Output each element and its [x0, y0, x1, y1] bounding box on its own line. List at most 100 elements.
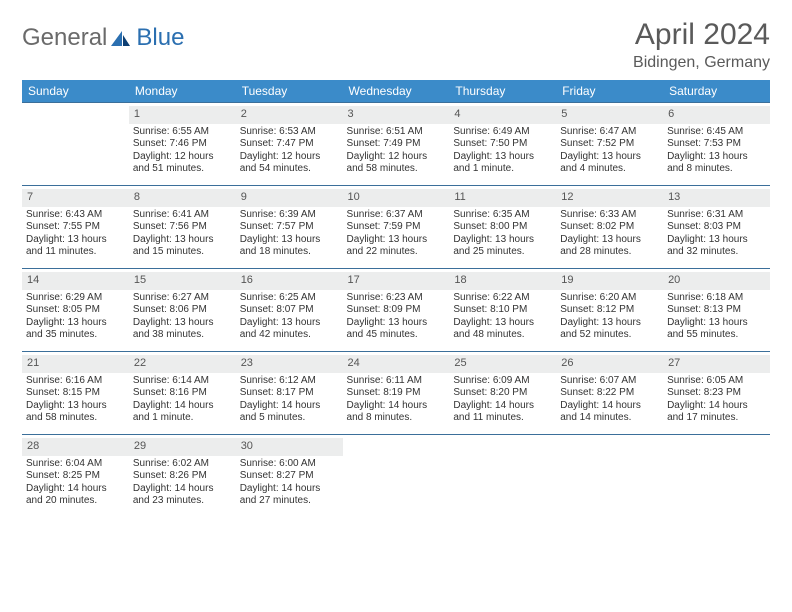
day-info-line: Sunrise: 6:09 AM [453, 375, 552, 388]
day-info-line: Sunset: 8:20 PM [453, 387, 552, 400]
title-block: April 2024 Bidingen, Germany [633, 18, 770, 72]
day-info-line: Daylight: 14 hours [667, 400, 766, 413]
day-info-line: and 17 minutes. [667, 412, 766, 425]
day-info-line: Daylight: 13 hours [560, 151, 659, 164]
day-cell: 25Sunrise: 6:09 AMSunset: 8:20 PMDayligh… [449, 352, 556, 435]
day-number: 13 [663, 189, 770, 207]
logo-word-2: Blue [136, 24, 184, 52]
day-info-line: Daylight: 13 hours [347, 234, 446, 247]
day-cell: 16Sunrise: 6:25 AMSunset: 8:07 PMDayligh… [236, 269, 343, 352]
day-number: 10 [343, 189, 450, 207]
day-info-line: Daylight: 13 hours [453, 317, 552, 330]
day-info-line: Sunset: 8:02 PM [560, 221, 659, 234]
day-cell: 21Sunrise: 6:16 AMSunset: 8:15 PMDayligh… [22, 352, 129, 435]
logo-word-1: General [22, 24, 107, 52]
day-info-line: Sunrise: 6:12 AM [240, 375, 339, 388]
day-cell: 30Sunrise: 6:00 AMSunset: 8:27 PMDayligh… [236, 435, 343, 518]
day-info-line: Sunrise: 6:18 AM [667, 292, 766, 305]
day-cell: 7Sunrise: 6:43 AMSunset: 7:55 PMDaylight… [22, 186, 129, 269]
day-cell: 23Sunrise: 6:12 AMSunset: 8:17 PMDayligh… [236, 352, 343, 435]
day-cell: 11Sunrise: 6:35 AMSunset: 8:00 PMDayligh… [449, 186, 556, 269]
day-info-line: and 58 minutes. [347, 163, 446, 176]
day-info-line: and 4 minutes. [560, 163, 659, 176]
day-cell: 8Sunrise: 6:41 AMSunset: 7:56 PMDaylight… [129, 186, 236, 269]
day-info-line: Daylight: 14 hours [133, 400, 232, 413]
day-info-line: Sunset: 8:19 PM [347, 387, 446, 400]
page-subtitle: Bidingen, Germany [633, 54, 770, 72]
day-info-line: Sunrise: 6:53 AM [240, 126, 339, 139]
day-info-line: Sunrise: 6:29 AM [26, 292, 125, 305]
day-cell: 13Sunrise: 6:31 AMSunset: 8:03 PMDayligh… [663, 186, 770, 269]
col-sat: Saturday [663, 80, 770, 103]
day-info-line: and 54 minutes. [240, 163, 339, 176]
day-cell: 10Sunrise: 6:37 AMSunset: 7:59 PMDayligh… [343, 186, 450, 269]
day-info-line: Sunrise: 6:35 AM [453, 209, 552, 222]
day-info-line: and 8 minutes. [347, 412, 446, 425]
day-info-line: Daylight: 13 hours [347, 317, 446, 330]
day-number: 26 [556, 355, 663, 373]
day-info-line: Daylight: 14 hours [560, 400, 659, 413]
day-cell: 2Sunrise: 6:53 AMSunset: 7:47 PMDaylight… [236, 103, 343, 186]
day-number: 18 [449, 272, 556, 290]
day-info-line: Sunset: 8:05 PM [26, 304, 125, 317]
day-info-line: and 25 minutes. [453, 246, 552, 259]
day-info-line: and 1 minute. [453, 163, 552, 176]
day-info-line: Sunrise: 6:33 AM [560, 209, 659, 222]
day-info-line: Sunrise: 6:20 AM [560, 292, 659, 305]
day-info-line: Sunrise: 6:43 AM [26, 209, 125, 222]
day-info-line: and 11 minutes. [26, 246, 125, 259]
day-info-line: Daylight: 14 hours [453, 400, 552, 413]
day-info-line: and 14 minutes. [560, 412, 659, 425]
day-info-line: and 22 minutes. [347, 246, 446, 259]
day-cell: 29Sunrise: 6:02 AMSunset: 8:26 PMDayligh… [129, 435, 236, 518]
day-info-line: Sunrise: 6:47 AM [560, 126, 659, 139]
day-info-line: and 32 minutes. [667, 246, 766, 259]
day-cell: 26Sunrise: 6:07 AMSunset: 8:22 PMDayligh… [556, 352, 663, 435]
day-cell: 3Sunrise: 6:51 AMSunset: 7:49 PMDaylight… [343, 103, 450, 186]
day-info-line: and 20 minutes. [26, 495, 125, 508]
day-info-line: Sunrise: 6:25 AM [240, 292, 339, 305]
day-info-line: and 48 minutes. [453, 329, 552, 342]
day-info-line: Sunset: 8:03 PM [667, 221, 766, 234]
day-info-line: Sunset: 8:15 PM [26, 387, 125, 400]
day-info-line: Sunset: 8:13 PM [667, 304, 766, 317]
day-info-line: Daylight: 13 hours [240, 234, 339, 247]
day-cell: 14Sunrise: 6:29 AMSunset: 8:05 PMDayligh… [22, 269, 129, 352]
day-number: 14 [22, 272, 129, 290]
day-info-line: Sunset: 8:26 PM [133, 470, 232, 483]
day-info-line: Sunset: 8:27 PM [240, 470, 339, 483]
day-info-line: Sunrise: 6:14 AM [133, 375, 232, 388]
day-info-line: Daylight: 13 hours [240, 317, 339, 330]
day-info-line: Daylight: 14 hours [133, 483, 232, 496]
day-cell: 17Sunrise: 6:23 AMSunset: 8:09 PMDayligh… [343, 269, 450, 352]
day-info-line: Sunset: 7:53 PM [667, 138, 766, 151]
day-info-line: Sunrise: 6:07 AM [560, 375, 659, 388]
day-info-line: Sunrise: 6:31 AM [667, 209, 766, 222]
day-info-line: Daylight: 13 hours [453, 234, 552, 247]
day-cell [22, 103, 129, 186]
col-tue: Tuesday [236, 80, 343, 103]
day-info-line: Sunrise: 6:45 AM [667, 126, 766, 139]
day-cell: 12Sunrise: 6:33 AMSunset: 8:02 PMDayligh… [556, 186, 663, 269]
day-info-line: Sunset: 7:49 PM [347, 138, 446, 151]
day-number: 21 [22, 355, 129, 373]
day-info-line: Daylight: 12 hours [240, 151, 339, 164]
day-info-line: and 45 minutes. [347, 329, 446, 342]
day-info-line: Sunset: 8:12 PM [560, 304, 659, 317]
day-info-line: Sunset: 7:50 PM [453, 138, 552, 151]
day-info-line: Daylight: 13 hours [667, 151, 766, 164]
day-info-line: Sunrise: 6:55 AM [133, 126, 232, 139]
day-info-line: Sunrise: 6:41 AM [133, 209, 232, 222]
day-cell: 1Sunrise: 6:55 AMSunset: 7:46 PMDaylight… [129, 103, 236, 186]
day-info-line: Sunrise: 6:27 AM [133, 292, 232, 305]
day-info-line: and 1 minute. [133, 412, 232, 425]
day-number: 29 [129, 438, 236, 456]
day-cell [556, 435, 663, 518]
day-info-line: Sunrise: 6:00 AM [240, 458, 339, 471]
day-number: 24 [343, 355, 450, 373]
day-info-line: Sunset: 8:16 PM [133, 387, 232, 400]
day-info-line: Daylight: 13 hours [560, 234, 659, 247]
day-number: 4 [449, 106, 556, 124]
day-info-line: Sunset: 7:56 PM [133, 221, 232, 234]
day-info-line: and 35 minutes. [26, 329, 125, 342]
